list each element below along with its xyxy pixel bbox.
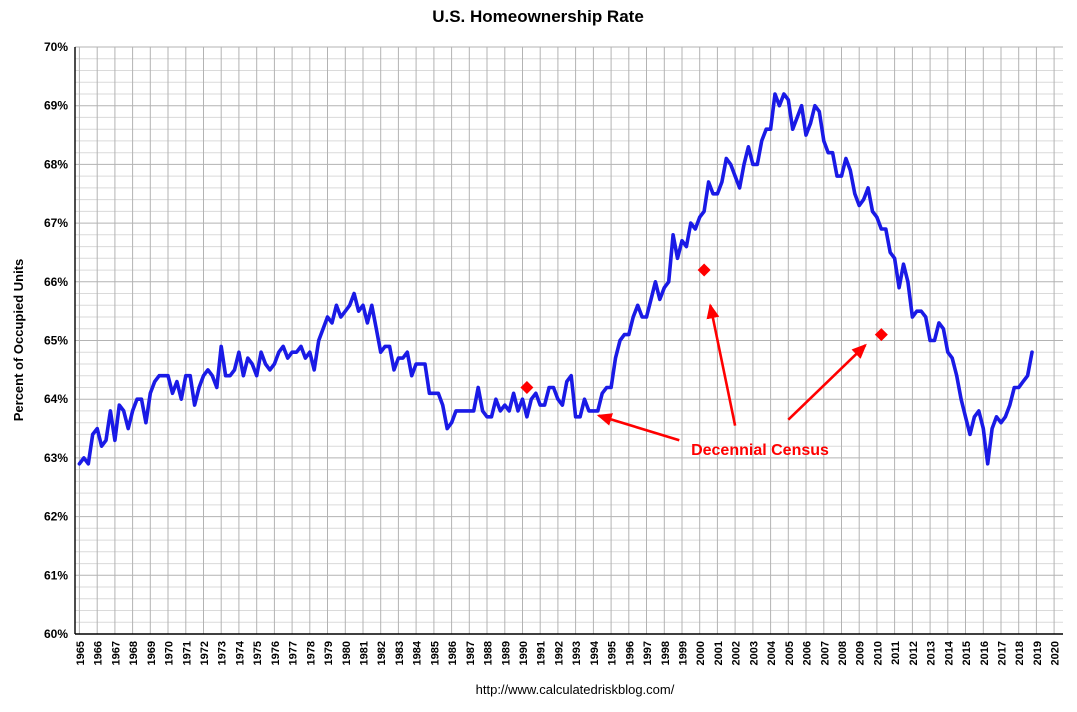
x-tick-label: 2007 (819, 641, 831, 665)
x-tick-label: 1993 (571, 641, 583, 665)
x-tick-label: 2014 (943, 640, 955, 665)
y-tick-label: 65% (44, 334, 68, 348)
x-tick-label: 1967 (110, 641, 122, 665)
x-tick-label: 1995 (607, 641, 619, 665)
x-tick-label: 1976 (270, 641, 282, 665)
y-tick-label: 70% (44, 40, 68, 54)
x-tick-label: 2005 (784, 641, 796, 665)
x-tick-label: 2006 (802, 641, 814, 665)
x-tick-label: 1998 (660, 641, 672, 665)
x-tick-label: 2004 (766, 640, 778, 665)
decennial-census-label: Decennial Census (691, 442, 829, 459)
x-tick-label: 1979 (323, 641, 335, 665)
x-tick-label: 1999 (678, 641, 690, 665)
x-tick-label: 1992 (553, 641, 565, 665)
x-tick-label: 1972 (199, 641, 211, 665)
x-tick-label: 2015 (961, 641, 973, 665)
y-tick-label: 67% (44, 216, 68, 230)
x-tick-label: 1965 (75, 641, 87, 665)
x-tick-label: 2008 (837, 641, 849, 665)
census-diamond (520, 380, 534, 394)
x-tick-label: 1987 (465, 641, 477, 665)
y-tick-label: 62% (44, 510, 68, 524)
x-tick-label: 2020 (1050, 641, 1062, 665)
x-tick-label: 1980 (341, 641, 353, 665)
grid-lines (75, 46, 1063, 635)
annotation-arrows (596, 303, 867, 442)
annotation-arrow (787, 343, 867, 421)
chart-title: U.S. Homeownership Rate (432, 7, 644, 26)
x-tick-label: 1982 (376, 641, 388, 665)
y-tick-label: 68% (44, 157, 68, 171)
y-tick-label: 61% (44, 568, 68, 582)
x-tick-label: 2017 (997, 641, 1009, 665)
x-tick-label: 1985 (429, 641, 441, 665)
x-tick-label: 2012 (908, 641, 920, 665)
x-tick-label: 1973 (217, 641, 229, 665)
x-tick-label: 2002 (731, 641, 743, 665)
rate-line-series (77, 92, 1034, 466)
x-tick-label: 2000 (695, 641, 707, 665)
x-tick-label: 1978 (305, 641, 317, 665)
x-tick-label: 1988 (483, 641, 495, 665)
x-tick-label: 2001 (713, 641, 725, 665)
y-tick-label: 69% (44, 99, 68, 113)
x-tick-label: 2018 (1014, 641, 1026, 665)
census-diamond (874, 328, 888, 342)
x-tick-label: 1968 (128, 641, 140, 665)
census-diamond (697, 263, 711, 277)
x-tick-label: 1970 (164, 641, 176, 665)
x-tick-label: 1975 (252, 641, 264, 665)
axes (74, 47, 1063, 635)
x-tick-label: 1983 (394, 641, 406, 665)
x-tick-label: 1984 (412, 640, 424, 665)
x-tick-label: 1996 (624, 641, 636, 665)
x-tick-label: 1997 (642, 641, 654, 665)
x-tick-label: 1991 (536, 641, 548, 665)
x-tick-label: 2013 (926, 641, 938, 665)
y-tick-label: 60% (44, 627, 68, 641)
x-tick-label: 2019 (1032, 641, 1044, 665)
tick-labels: 60% 61% 62% 63% 64% 65% 66% 67% 68% 69% 70% 1965 196… (44, 40, 1062, 665)
y-axis-title: Percent of Occupied Units (11, 259, 26, 422)
x-tick-label: 1981 (359, 641, 371, 665)
y-tick-label: 64% (44, 392, 68, 406)
annotation-arrow (596, 413, 680, 442)
x-tick-label: 1977 (288, 641, 300, 665)
x-tick-label: 1989 (500, 641, 512, 665)
x-tick-label: 2011 (890, 641, 902, 665)
x-tick-label: 1974 (234, 640, 246, 665)
y-tick-label: 63% (44, 451, 68, 465)
census-diamond-markers (520, 263, 888, 394)
x-tick-label: 2016 (979, 641, 991, 665)
x-tick-label: 2003 (748, 641, 760, 665)
x-tick-label: 2010 (872, 641, 884, 665)
x-tick-label: 1969 (146, 641, 158, 665)
y-tick-label: 66% (44, 275, 68, 289)
x-tick-label: 1971 (181, 641, 193, 665)
x-tick-label: 1990 (518, 641, 530, 665)
x-tick-label: 1986 (447, 641, 459, 665)
homeownership-rate-line (77, 92, 1034, 466)
x-tick-label: 1966 (93, 641, 105, 665)
annotation-arrow (706, 303, 737, 426)
x-tick-label: 2009 (855, 641, 867, 665)
source-url: http://www.calculatedriskblog.com/ (476, 682, 675, 697)
x-tick-label: 1994 (589, 640, 601, 665)
